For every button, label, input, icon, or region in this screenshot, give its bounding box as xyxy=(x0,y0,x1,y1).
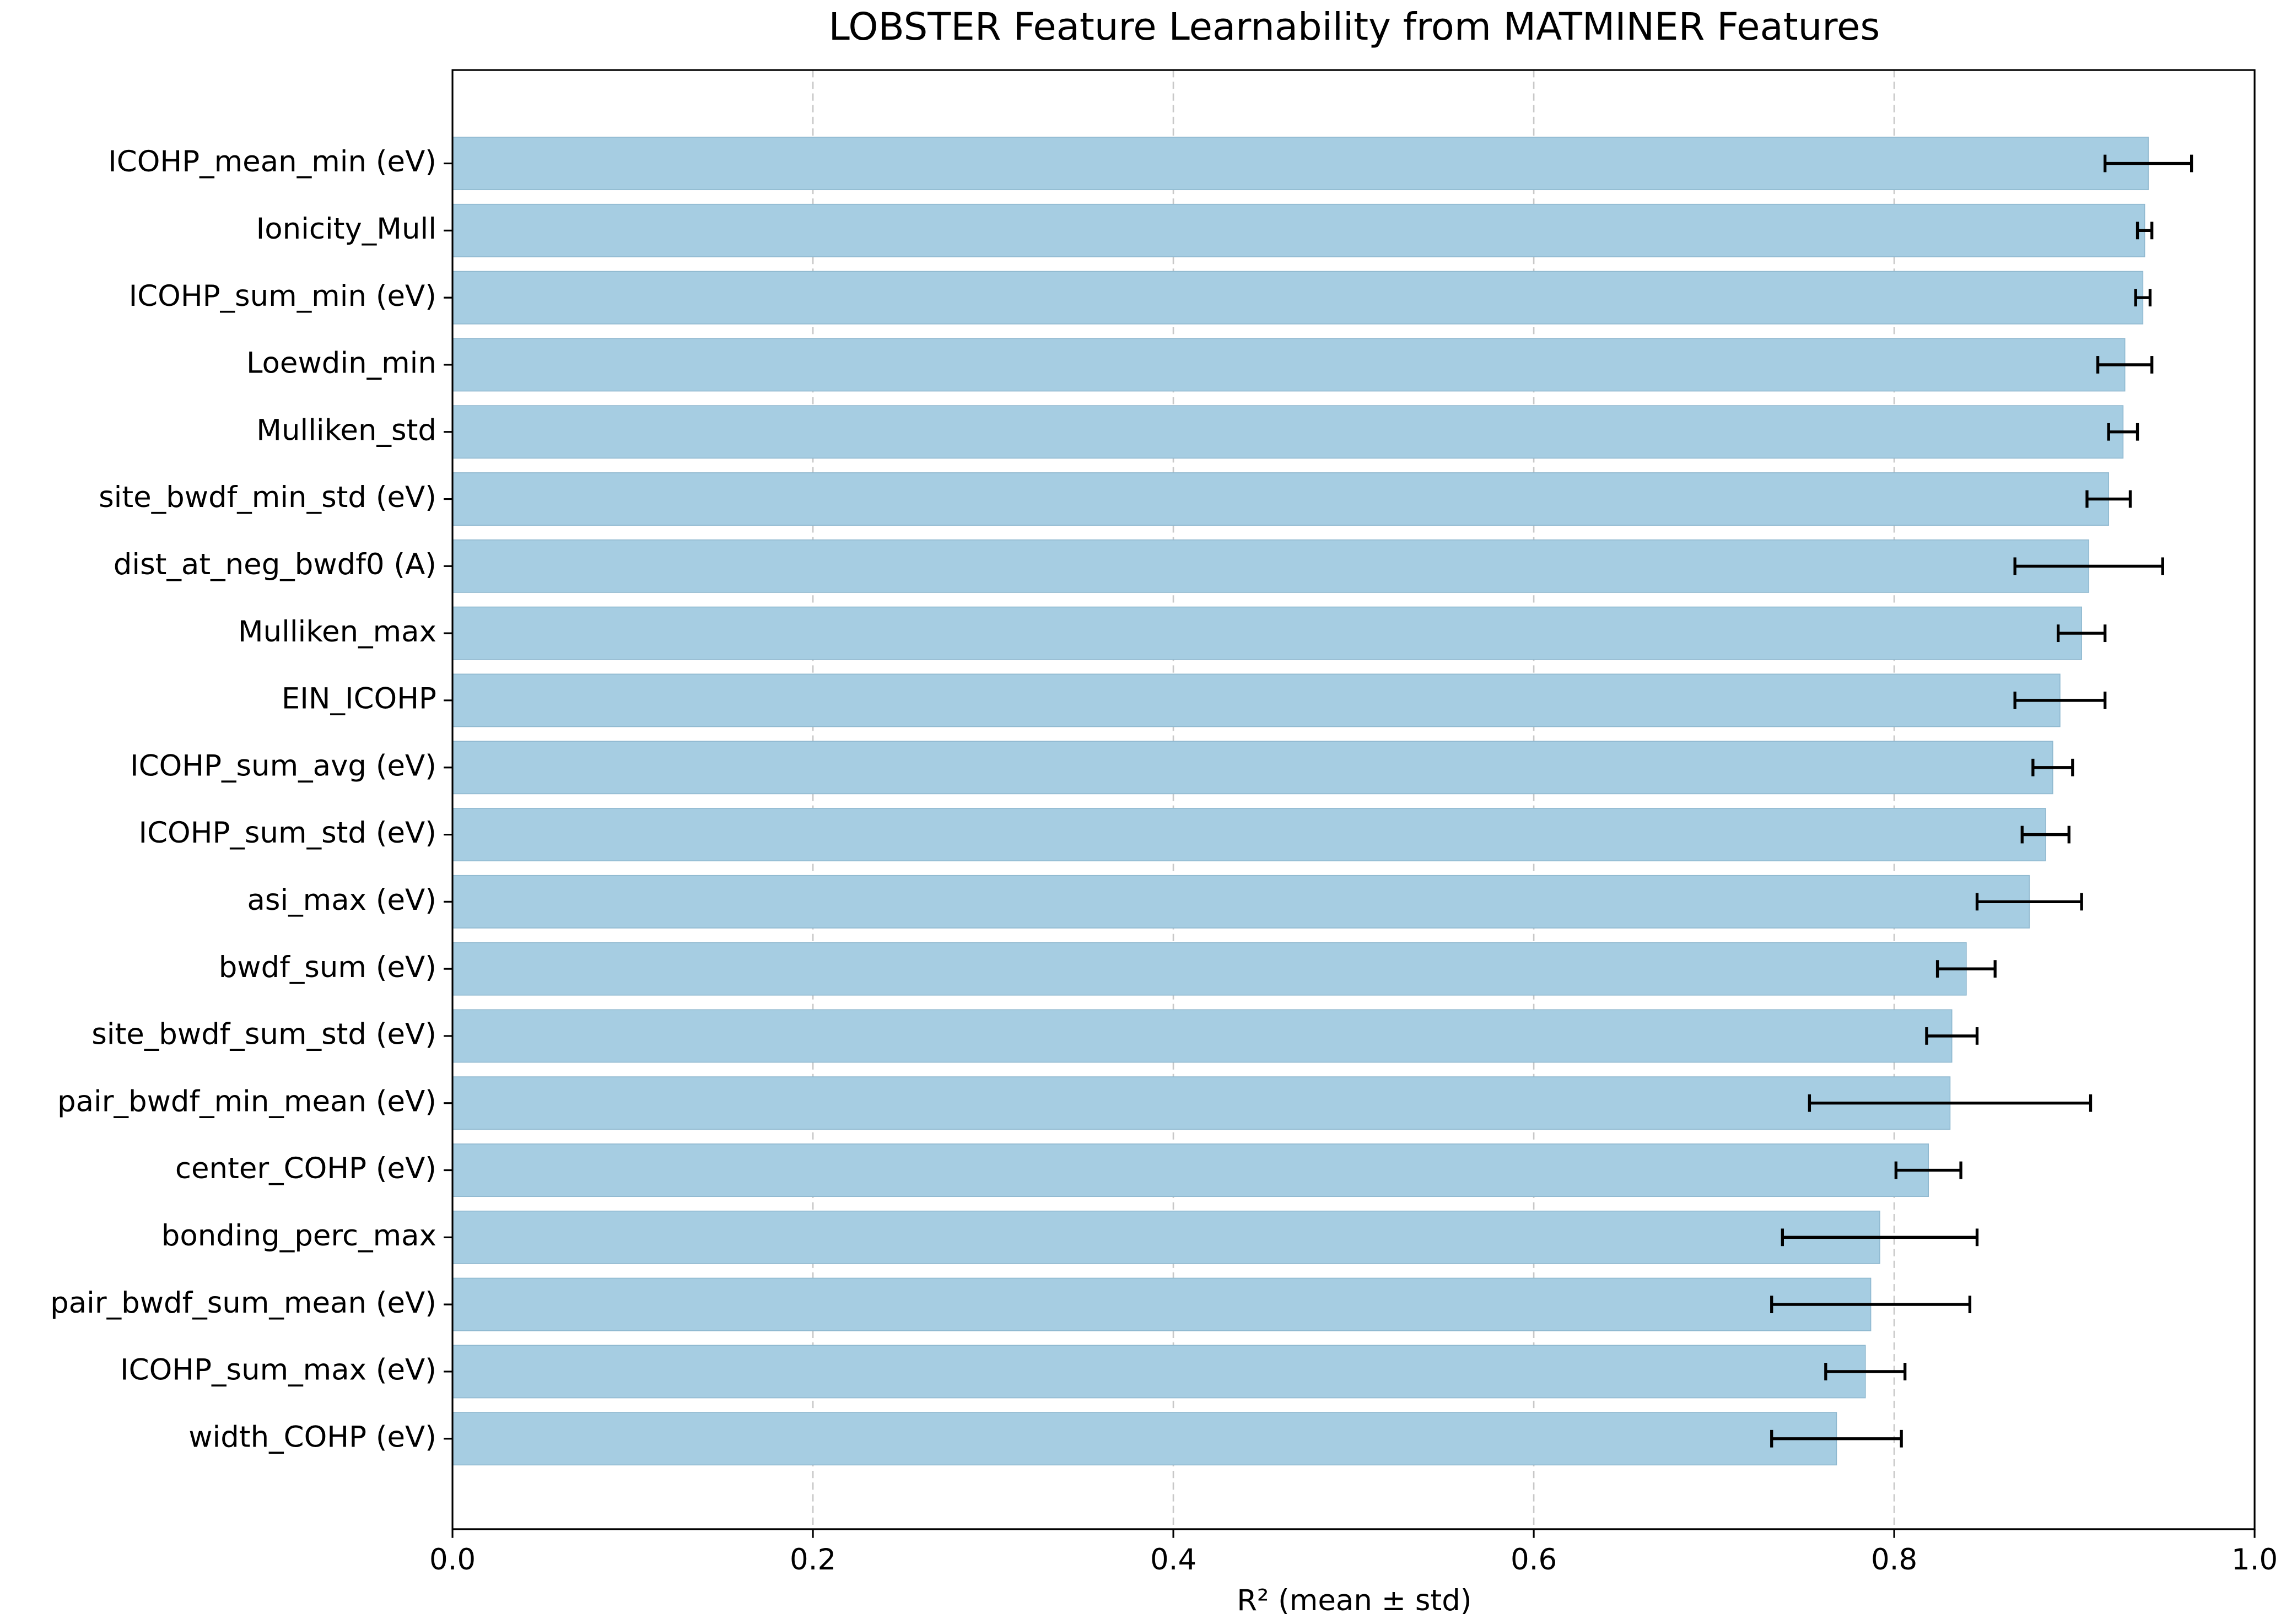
y-tick-label: dist_at_neg_bwdf0 (A) xyxy=(114,548,436,581)
error-bar xyxy=(1894,1161,1962,1179)
error-bar xyxy=(2136,222,2154,240)
error-bar xyxy=(1935,960,1997,978)
y-tick-label: EIN_ICOHP xyxy=(282,682,436,716)
x-tick-label: 0.0 xyxy=(429,1543,476,1577)
bar xyxy=(452,1143,1929,1197)
x-axis-label: R² (mean ± std) xyxy=(1237,1584,1471,1617)
y-tick-label: Loewdin_min xyxy=(246,347,436,380)
y-tick-label: site_bwdf_sum_std (eV) xyxy=(91,1018,436,1051)
y-tick-label: Mulliken_max xyxy=(238,615,436,649)
y-tick-label: bwdf_sum (eV) xyxy=(219,951,436,984)
bar xyxy=(452,1210,1880,1264)
y-tick-label: ICOHP_sum_max (eV) xyxy=(120,1353,436,1387)
bar xyxy=(452,1345,1866,1399)
y-tick-label: Mulliken_std xyxy=(256,413,436,447)
bar xyxy=(452,1277,1872,1331)
error-bar xyxy=(2134,289,2152,307)
bar xyxy=(452,673,2061,727)
error-bar xyxy=(2031,758,2074,776)
y-tick-label: asi_max (eV) xyxy=(247,883,436,917)
error-bar xyxy=(1770,1429,1903,1448)
x-tick-label: 0.6 xyxy=(1511,1543,1557,1577)
x-tick-label: 1.0 xyxy=(2231,1543,2278,1577)
y-tick-label: width_COHP (eV) xyxy=(188,1420,436,1454)
error-bar xyxy=(2107,423,2139,441)
bar xyxy=(452,271,2144,325)
bar xyxy=(452,338,2126,392)
error-bar xyxy=(2104,154,2193,172)
error-bar xyxy=(2057,624,2107,643)
bar xyxy=(452,472,2110,526)
y-tick-label: ICOHP_sum_min (eV) xyxy=(129,279,436,313)
y-tick-label: center_COHP (eV) xyxy=(175,1152,436,1185)
error-bar xyxy=(2085,490,2132,508)
chart-title: LOBSTER Feature Learnability from MATMIN… xyxy=(829,5,1880,49)
y-tick-label: pair_bwdf_min_mean (eV) xyxy=(57,1085,436,1118)
marks xyxy=(452,137,2193,1466)
y-tick-label: bonding_perc_max xyxy=(161,1219,436,1253)
y-tick-label: Ionicity_Mull xyxy=(256,212,436,246)
error-bar xyxy=(1975,893,2083,911)
bar xyxy=(452,942,1967,996)
bar xyxy=(452,808,2046,861)
bar xyxy=(452,405,2124,459)
bar xyxy=(452,1076,1951,1130)
x-tick-label: 0.4 xyxy=(1150,1543,1196,1577)
error-bar xyxy=(1770,1296,1972,1314)
x-tick-label: 0.8 xyxy=(1871,1543,1917,1577)
error-bar xyxy=(2013,557,2164,575)
bar xyxy=(452,875,2030,929)
bar xyxy=(452,137,2149,191)
y-tick-label: site_bwdf_min_std (eV) xyxy=(99,481,436,514)
bar xyxy=(452,203,2145,257)
error-bar xyxy=(2020,826,2070,844)
error-bar xyxy=(1781,1228,1979,1247)
error-bar xyxy=(1925,1027,1979,1045)
y-tick-label: ICOHP_sum_avg (eV) xyxy=(130,749,436,783)
y-tick-label: ICOHP_sum_std (eV) xyxy=(138,816,436,850)
error-bar xyxy=(2013,692,2107,709)
error-bar xyxy=(1824,1363,1907,1380)
bar xyxy=(452,539,2090,593)
bar xyxy=(452,606,2082,660)
error-bar xyxy=(2096,356,2154,374)
bar xyxy=(452,1412,1837,1466)
bar xyxy=(452,741,2053,795)
error-bar xyxy=(1808,1094,2093,1112)
x-tick-label: 0.2 xyxy=(790,1543,836,1577)
bar xyxy=(452,1009,1953,1063)
y-tick-label: ICOHP_mean_min (eV) xyxy=(108,145,436,179)
y-tick-label: pair_bwdf_sum_mean (eV) xyxy=(50,1286,436,1320)
plot-frame xyxy=(451,69,2256,1530)
labels: 0.0 0.2 0.4 0.6 0.8 1.0 ICOHP_mean_min (eV) Ion… xyxy=(50,145,2278,1577)
